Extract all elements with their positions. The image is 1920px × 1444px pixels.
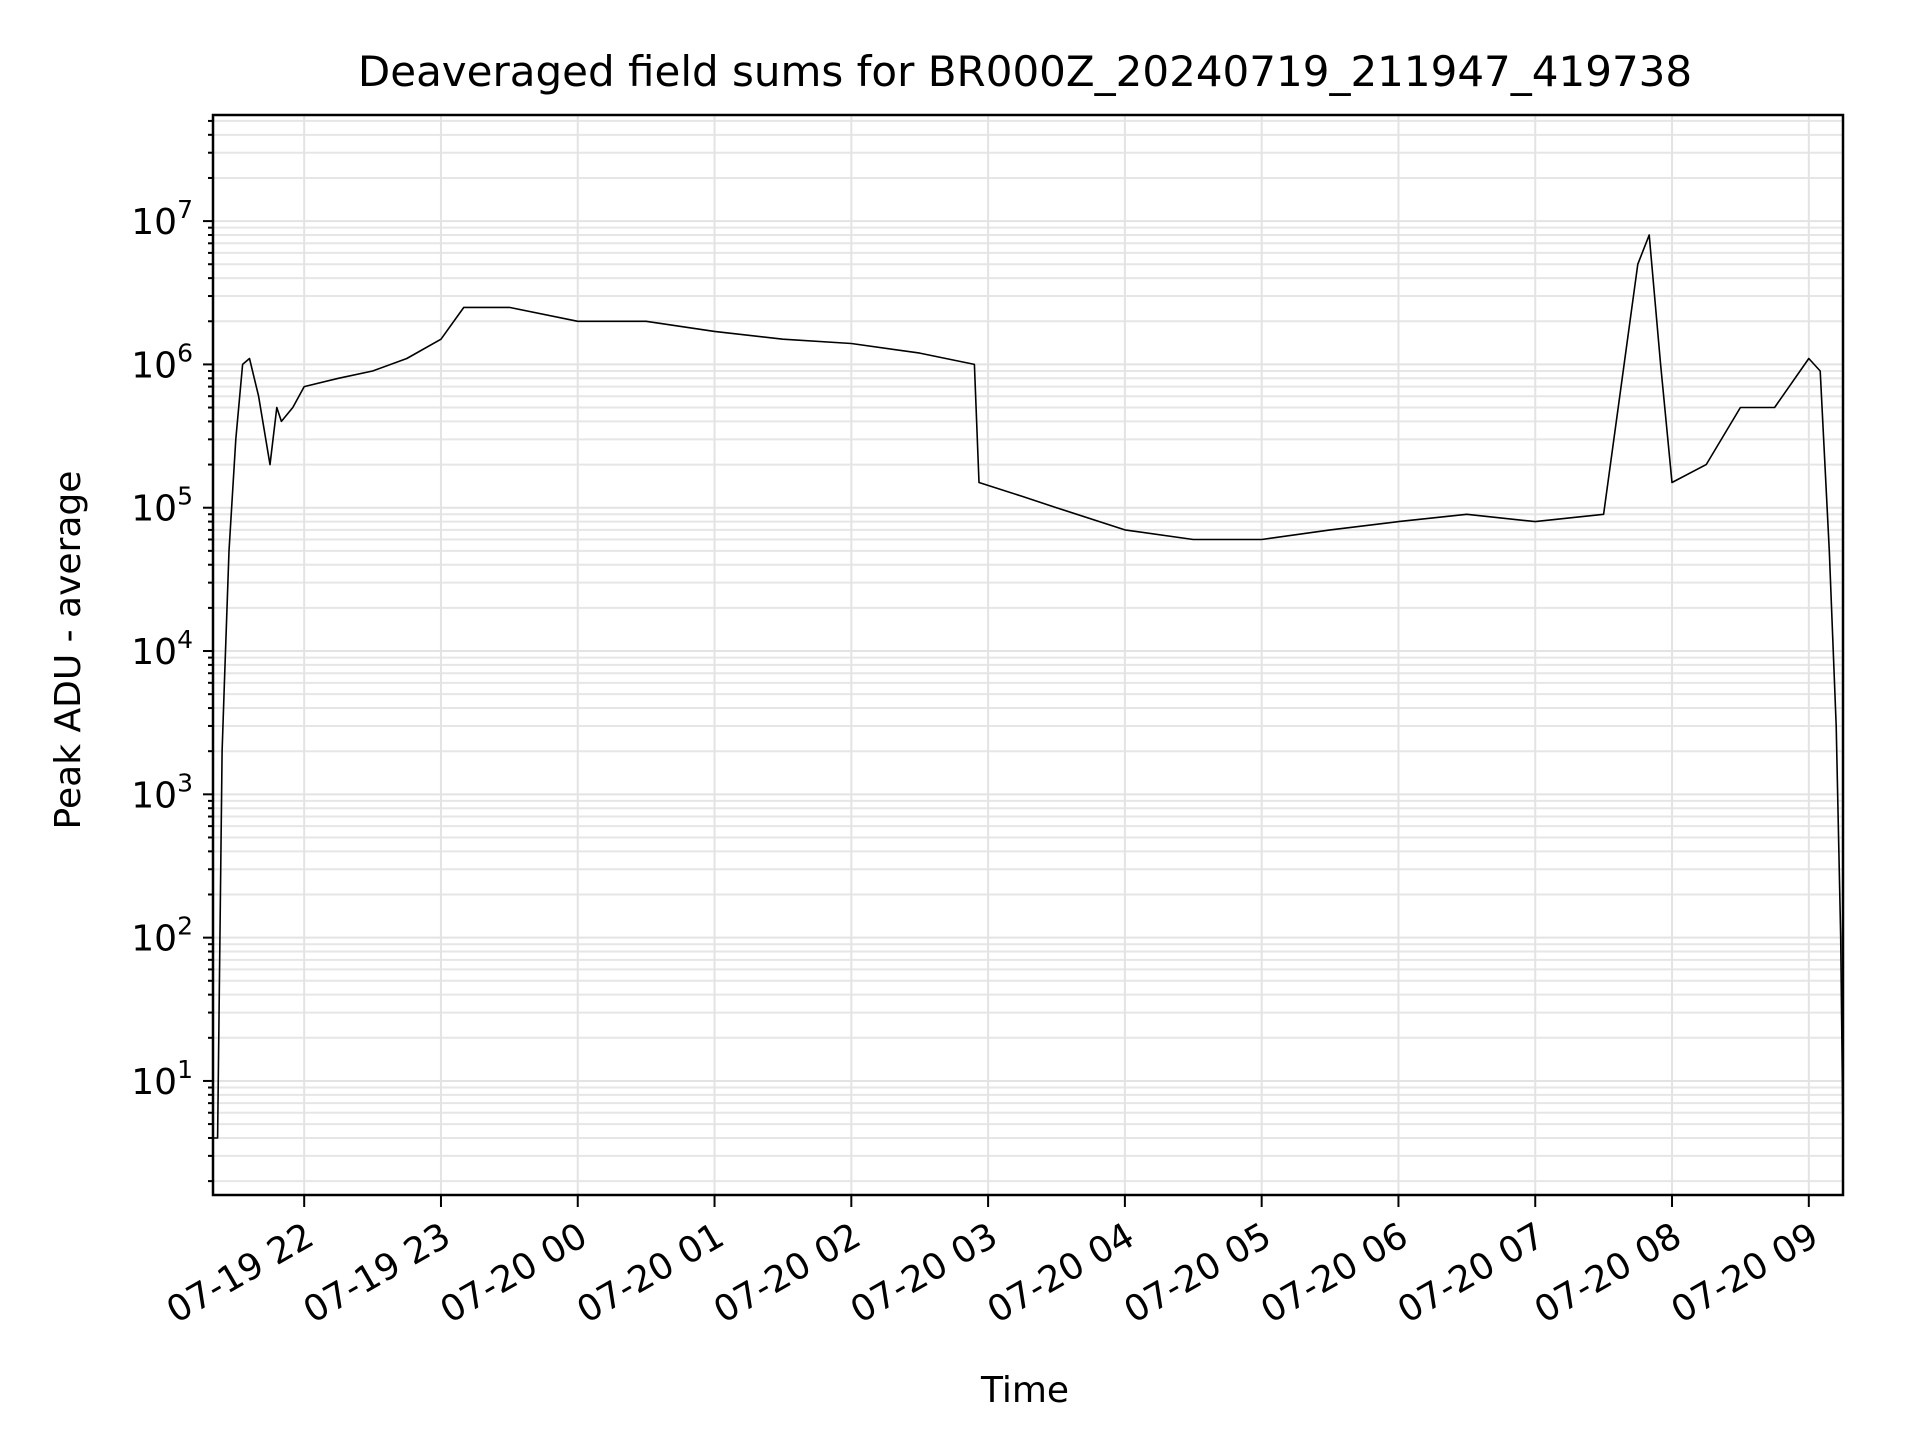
y-tick-label: 106 bbox=[131, 338, 193, 386]
y-tick-label: 105 bbox=[131, 482, 193, 530]
chart-title: Deaveraged field sums for BR000Z_2024071… bbox=[358, 47, 1692, 96]
x-axis-label: Time bbox=[980, 1370, 1069, 1411]
series-line bbox=[213, 234, 1844, 1139]
y-tick-label: 104 bbox=[131, 625, 193, 673]
y-tick-label: 101 bbox=[131, 1055, 193, 1103]
y-axis-label: Peak ADU - average bbox=[48, 471, 89, 830]
y-tick-label: 102 bbox=[131, 912, 193, 960]
grid bbox=[213, 115, 1843, 1195]
y-tick-label: 107 bbox=[131, 195, 193, 243]
y-tick-label: 103 bbox=[131, 768, 193, 816]
series-layer bbox=[213, 234, 1844, 1139]
plot-frame bbox=[211, 113, 1845, 1197]
